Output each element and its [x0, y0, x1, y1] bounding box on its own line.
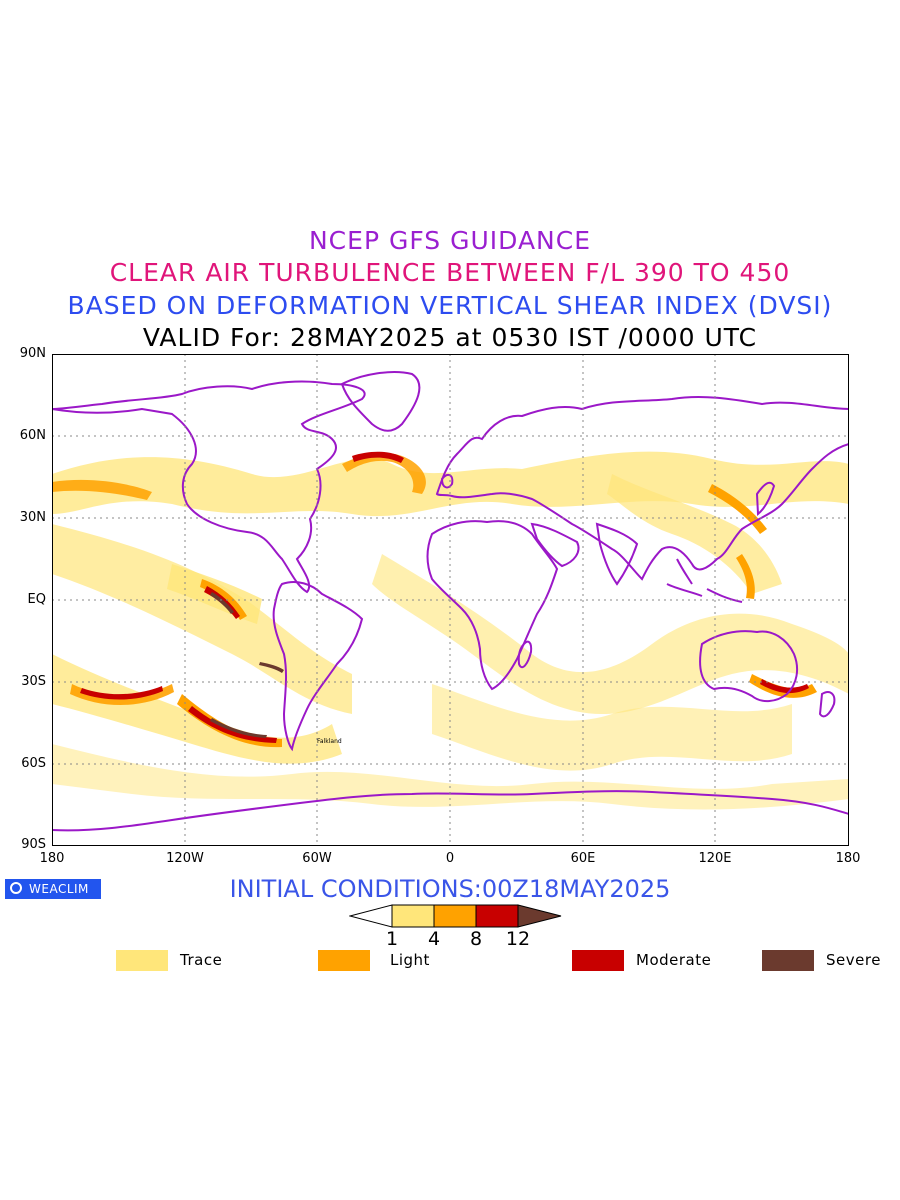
colorbar-trace	[391, 904, 435, 928]
colorbar-tick-8: 8	[469, 928, 483, 950]
lat-label-90n: 90N	[19, 346, 46, 361]
title-line-2: CLEAR AIR TURBULENCE BETWEEN F/L 390 TO …	[109, 258, 791, 287]
initial-conditions-label: INITIAL CONDITIONS:00Z18MAY2025	[229, 875, 671, 903]
colorbar-tick-4: 4	[427, 928, 441, 950]
lat-label-60s: 60S	[21, 756, 46, 771]
colorbar-tick-12: 12	[505, 928, 531, 950]
lon-label-120e: 120E	[698, 851, 732, 866]
colorbar-below-min	[349, 904, 393, 928]
title-line-4: VALID For: 28MAY2025 at 0530 IST /0000 U…	[142, 323, 758, 352]
lat-label-eq: EQ	[27, 592, 46, 607]
coastlines	[52, 371, 849, 832]
weaclim-logo-icon	[10, 882, 22, 894]
lon-label-0: 0	[445, 851, 455, 866]
lon-label-60w: 60W	[302, 851, 332, 866]
colorbar-light	[433, 904, 477, 928]
lon-label-120w: 120W	[166, 851, 204, 866]
lat-label-30n: 30N	[19, 510, 46, 525]
colorbar-tick-1: 1	[385, 928, 399, 950]
title-line-3: BASED ON DEFORMATION VERTICAL SHEAR INDE…	[67, 291, 833, 320]
legend-swatch-trace	[116, 950, 168, 971]
legend-label-severe: Severe	[826, 951, 881, 969]
lon-label-180w: 180	[39, 851, 65, 866]
weaclim-badge-label: WEACLIM	[29, 882, 89, 896]
title-line-1: NCEP GFS GUIDANCE	[308, 226, 591, 255]
colorbar	[349, 904, 562, 928]
legend-swatch-moderate	[572, 950, 624, 971]
lat-label-30s: 30S	[21, 674, 46, 689]
legend-label-moderate: Moderate	[636, 951, 712, 969]
lat-label-90s: 90S	[21, 837, 46, 852]
turbulence-shading	[52, 451, 849, 810]
colorbar-severe	[517, 904, 562, 928]
legend-swatch-severe	[762, 950, 814, 971]
lon-label-180e: 180	[835, 851, 861, 866]
map-frame	[52, 354, 849, 846]
lat-label-60n: 60N	[19, 428, 46, 443]
graticule	[52, 354, 849, 846]
legend-label-trace: Trace	[180, 951, 223, 969]
turbulence-map: Falkland	[52, 354, 849, 846]
weaclim-badge[interactable]: WEACLIM	[5, 879, 101, 899]
legend-swatch-light	[318, 950, 370, 971]
place-label-falkland: Falkland	[317, 738, 342, 745]
lon-label-60e: 60E	[570, 851, 596, 866]
colorbar-moderate	[475, 904, 519, 928]
legend-label-light: Light	[390, 951, 430, 969]
